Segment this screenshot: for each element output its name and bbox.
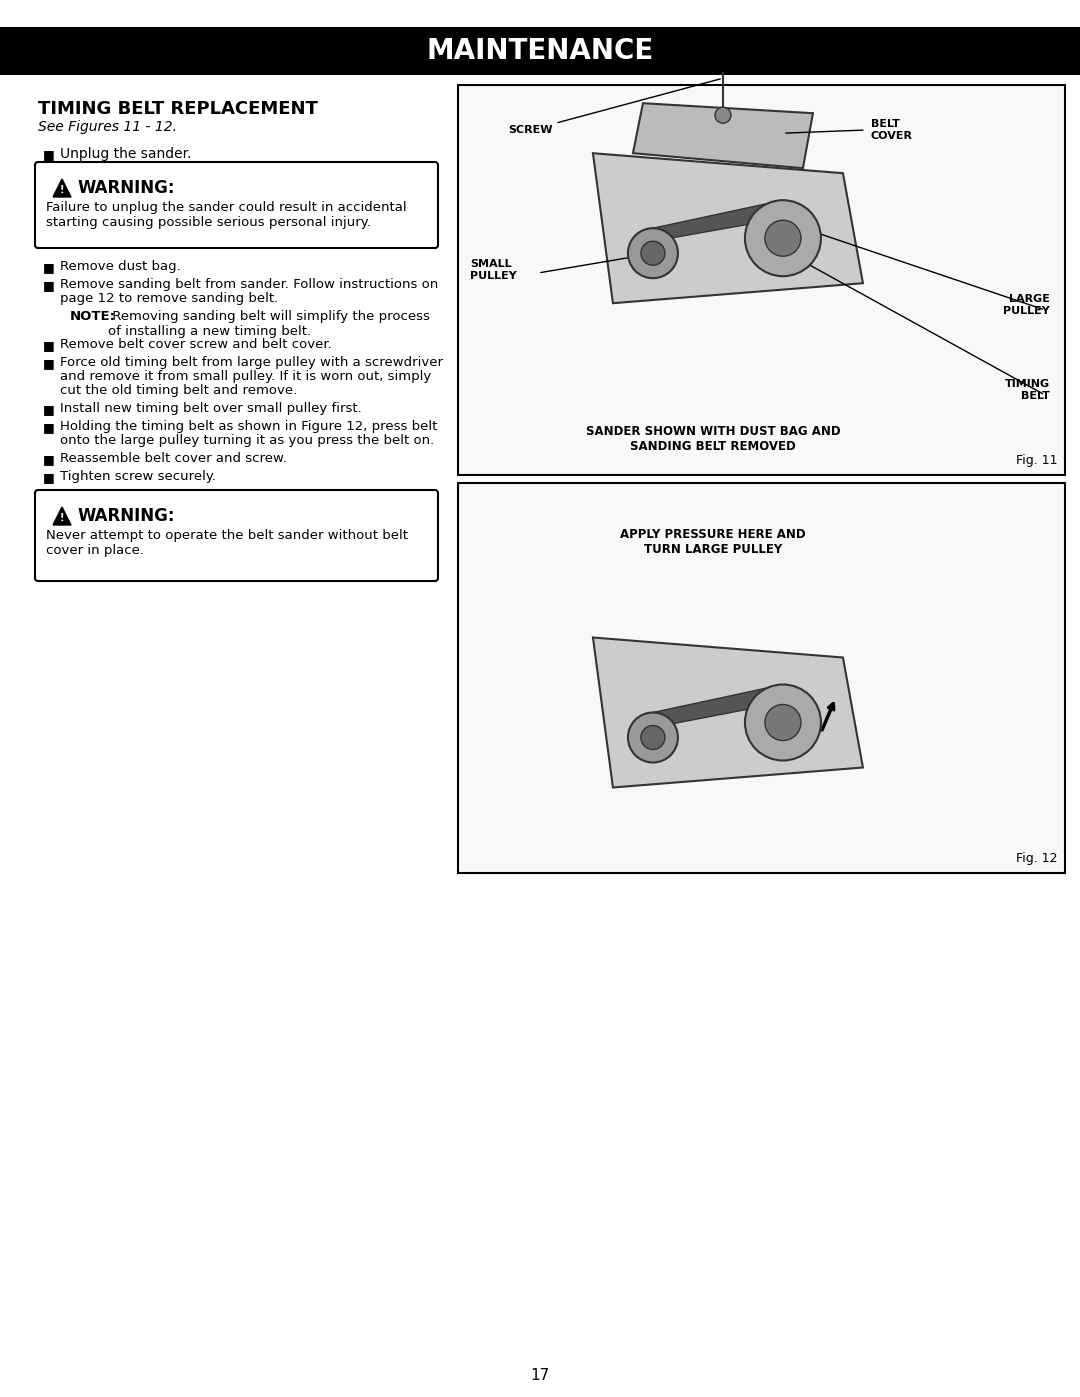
Circle shape xyxy=(627,228,678,278)
Polygon shape xyxy=(653,200,783,242)
Text: Reassemble belt cover and screw.: Reassemble belt cover and screw. xyxy=(60,453,287,465)
Circle shape xyxy=(765,704,801,740)
Text: 17: 17 xyxy=(530,1368,550,1383)
FancyBboxPatch shape xyxy=(458,483,1065,873)
Polygon shape xyxy=(653,685,783,728)
Text: LARGE
PULLEY: LARGE PULLEY xyxy=(1003,295,1050,316)
Circle shape xyxy=(640,725,665,750)
Polygon shape xyxy=(593,154,863,303)
Text: ■: ■ xyxy=(43,279,55,292)
Text: page 12 to remove sanding belt.: page 12 to remove sanding belt. xyxy=(60,292,279,305)
Text: Removing sanding belt will simplify the process
of installing a new timing belt.: Removing sanding belt will simplify the … xyxy=(108,310,430,338)
Text: and remove it from small pulley. If it is worn out, simply: and remove it from small pulley. If it i… xyxy=(60,370,431,383)
Text: See Figures 11 - 12.: See Figures 11 - 12. xyxy=(38,120,177,134)
Text: Holding the timing belt as shown in Figure 12, press belt: Holding the timing belt as shown in Figu… xyxy=(60,420,437,433)
Text: Fig. 12: Fig. 12 xyxy=(1015,852,1057,865)
Text: TIMING
BELT: TIMING BELT xyxy=(1004,379,1050,401)
Text: !: ! xyxy=(59,513,64,522)
Text: cut the old timing belt and remove.: cut the old timing belt and remove. xyxy=(60,384,297,397)
Text: WARNING:: WARNING: xyxy=(78,179,175,197)
Text: Remove dust bag.: Remove dust bag. xyxy=(60,260,180,272)
Text: ■: ■ xyxy=(43,420,55,434)
Polygon shape xyxy=(53,179,71,197)
Circle shape xyxy=(715,108,731,123)
FancyBboxPatch shape xyxy=(35,162,438,249)
Text: ■: ■ xyxy=(43,261,55,274)
Text: BELT
COVER: BELT COVER xyxy=(870,119,913,141)
Circle shape xyxy=(745,685,821,760)
Polygon shape xyxy=(633,103,813,168)
Text: SCREW: SCREW xyxy=(508,78,720,136)
Text: Remove belt cover screw and belt cover.: Remove belt cover screw and belt cover. xyxy=(60,338,332,351)
FancyBboxPatch shape xyxy=(0,27,1080,75)
Text: SANDER SHOWN WITH DUST BAG AND
SANDING BELT REMOVED: SANDER SHOWN WITH DUST BAG AND SANDING B… xyxy=(585,425,840,453)
Text: Install new timing belt over small pulley first.: Install new timing belt over small pulle… xyxy=(60,402,362,415)
Text: Failure to unplug the sander could result in accidental
starting causing possibl: Failure to unplug the sander could resul… xyxy=(46,201,407,229)
Text: Force old timing belt from large pulley with a screwdriver: Force old timing belt from large pulley … xyxy=(60,356,443,369)
Text: Unplug the sander.: Unplug the sander. xyxy=(60,147,191,161)
Text: SMALL
PULLEY: SMALL PULLEY xyxy=(470,260,516,281)
Text: ■: ■ xyxy=(43,402,55,416)
Text: onto the large pulley turning it as you press the belt on.: onto the large pulley turning it as you … xyxy=(60,434,434,447)
Polygon shape xyxy=(593,637,863,788)
Text: ■: ■ xyxy=(43,339,55,352)
Text: NOTE:: NOTE: xyxy=(70,310,116,323)
FancyBboxPatch shape xyxy=(458,85,1065,475)
Circle shape xyxy=(640,242,665,265)
Polygon shape xyxy=(53,507,71,525)
Text: ■: ■ xyxy=(43,358,55,370)
Text: ■: ■ xyxy=(43,453,55,467)
Text: TIMING BELT REPLACEMENT: TIMING BELT REPLACEMENT xyxy=(38,101,318,117)
Text: ■: ■ xyxy=(43,148,55,161)
Text: APPLY PRESSURE HERE AND
TURN LARGE PULLEY: APPLY PRESSURE HERE AND TURN LARGE PULLE… xyxy=(620,528,806,556)
Circle shape xyxy=(745,200,821,277)
Circle shape xyxy=(627,712,678,763)
Text: ■: ■ xyxy=(43,471,55,483)
FancyBboxPatch shape xyxy=(35,490,438,581)
Text: !: ! xyxy=(59,184,64,196)
Text: Never attempt to operate the belt sander without belt
cover in place.: Never attempt to operate the belt sander… xyxy=(46,529,408,557)
Text: Remove sanding belt from sander. Follow instructions on: Remove sanding belt from sander. Follow … xyxy=(60,278,438,291)
Text: WARNING:: WARNING: xyxy=(78,507,175,525)
Text: MAINTENANCE: MAINTENANCE xyxy=(427,36,653,66)
Circle shape xyxy=(765,221,801,256)
Text: Tighten screw securely.: Tighten screw securely. xyxy=(60,469,216,483)
Text: Fig. 11: Fig. 11 xyxy=(1015,454,1057,467)
